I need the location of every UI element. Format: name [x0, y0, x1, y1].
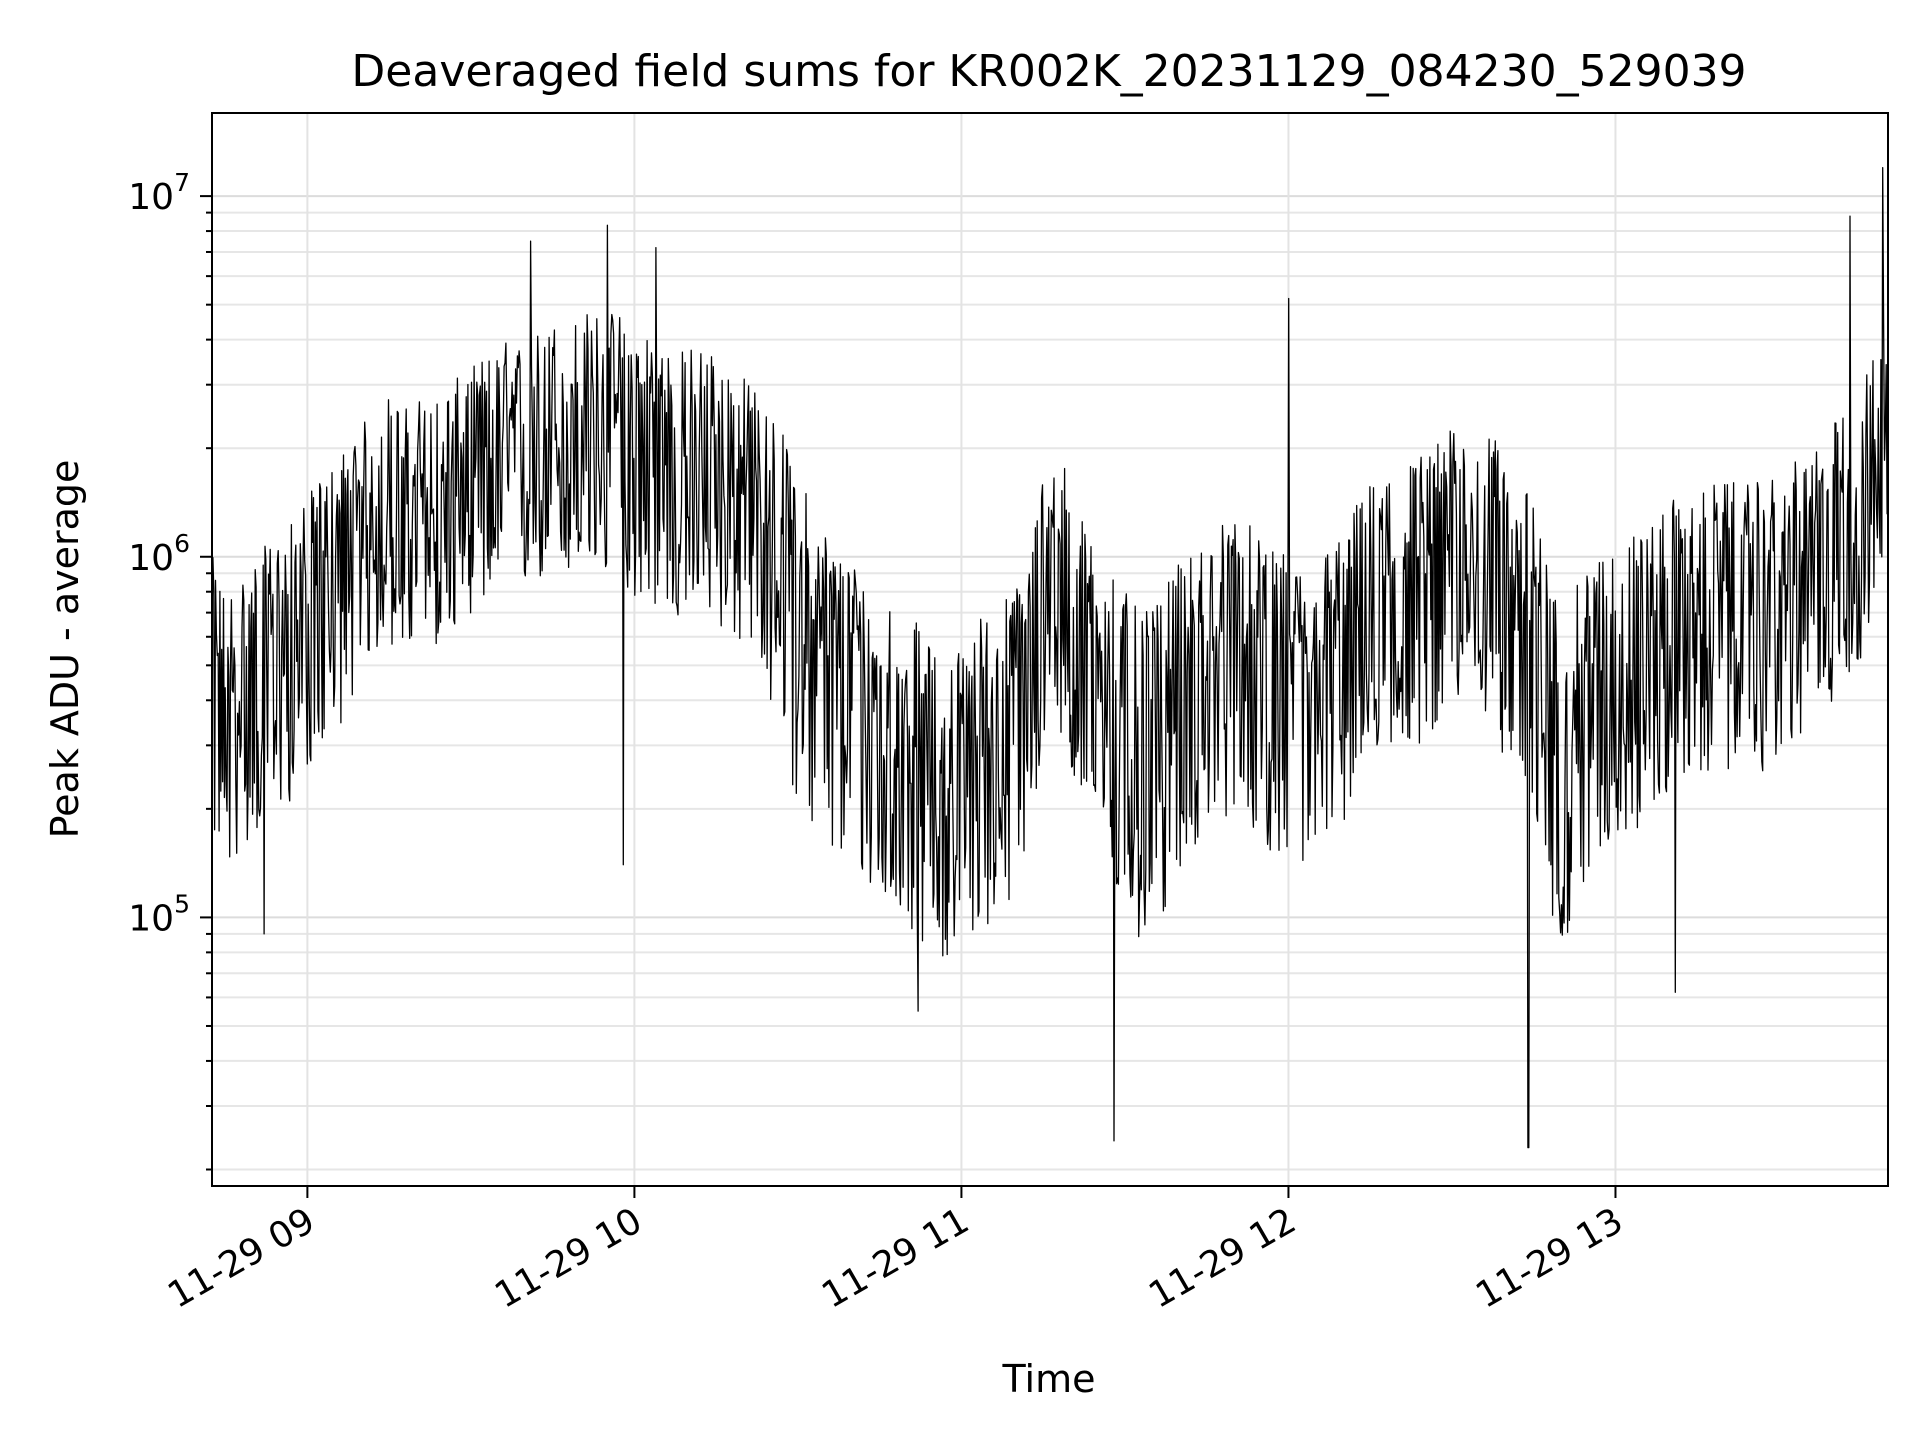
x-tick-label: 11-29 12: [1142, 1200, 1303, 1316]
y-axis-label: Peak ADU - average: [43, 460, 87, 839]
y-tick-exponent: 7: [174, 168, 190, 197]
plot-frame: [211, 112, 1889, 1187]
x-tick-label: 11-29 13: [1469, 1200, 1630, 1316]
y-tick-label: 105: [128, 889, 190, 939]
x-tick-label: 11-29 09: [161, 1200, 322, 1316]
series-line: [211, 166, 1889, 1149]
x-tick-label: 11-29 10: [488, 1200, 649, 1316]
y-tick-label: 107: [128, 168, 190, 218]
x-axis-label: Time: [1002, 1357, 1096, 1401]
chart-title: Deaveraged field sums for KR002K_2023112…: [351, 46, 1746, 97]
series-group: [211, 166, 1889, 1149]
y-tick-base: 10: [128, 538, 174, 579]
y-tick-exponent: 6: [174, 529, 190, 558]
x-axis: 11-29 09 11-29 10 11-29 11 11-29 12 11-29 13: [161, 1186, 1630, 1317]
y-tick-exponent: 5: [174, 889, 190, 918]
y-tick-base: 10: [128, 898, 174, 939]
y-tick-base: 10: [128, 177, 174, 218]
y-tick-label: 106: [128, 529, 190, 579]
x-tick-label: 11-29 11: [815, 1200, 976, 1316]
